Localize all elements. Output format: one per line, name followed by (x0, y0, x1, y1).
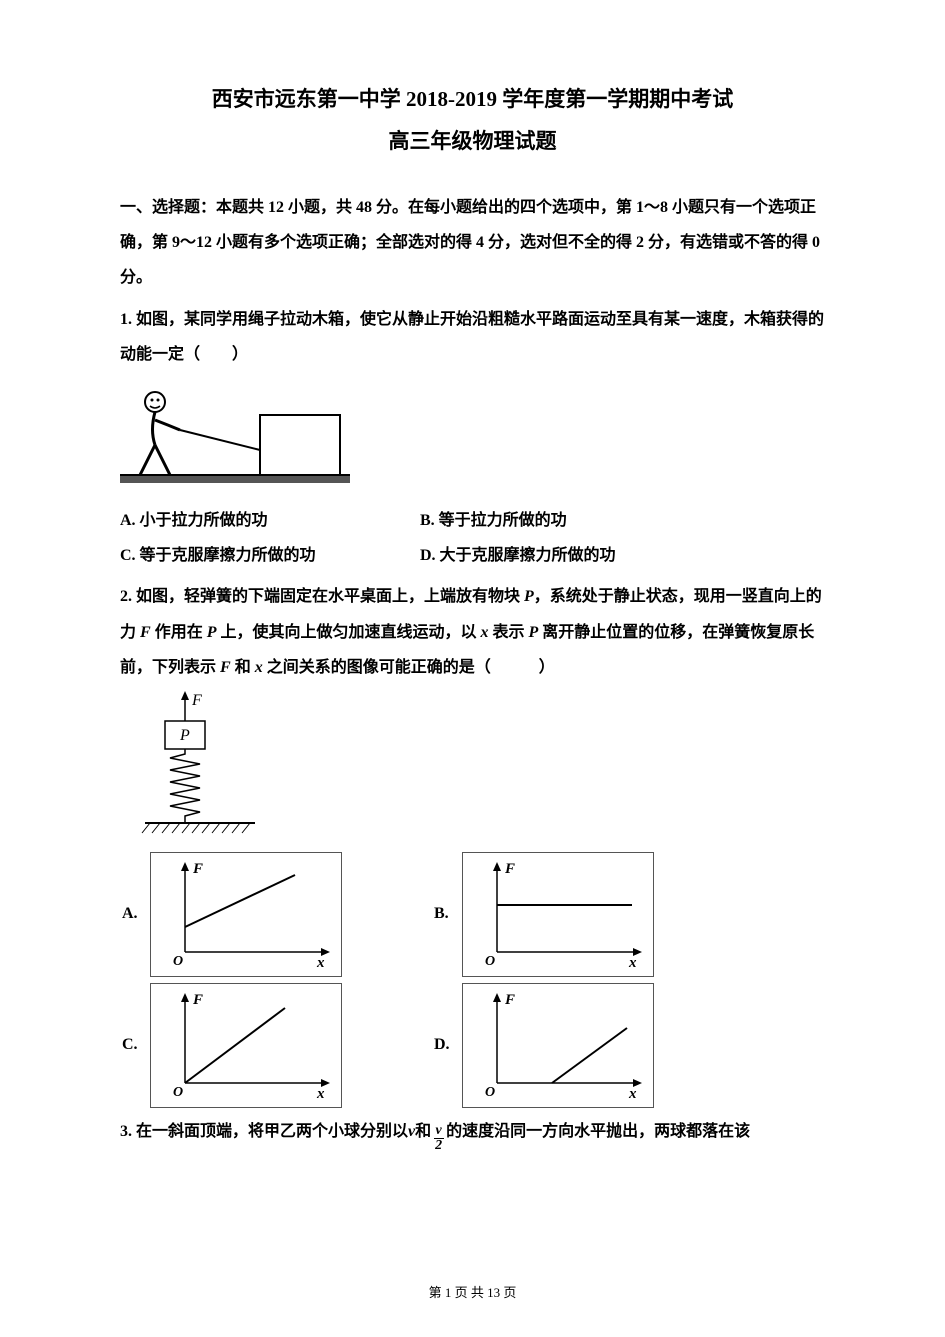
graphD-ylabel: F (504, 992, 515, 1008)
q2-graph-C-box: F x O (150, 983, 342, 1108)
q2-text3: 作用在 (151, 624, 207, 641)
q2-stem: 2. 如图，轻弹簧的下端固定在水平桌面上，上端放有物块 P，系统处于静止状态，现… (120, 579, 825, 685)
page-footer: 第 1 页 共 13 页 (0, 1282, 945, 1301)
q2-P1: P (524, 588, 534, 605)
q2-optD-label: D. (432, 1036, 462, 1054)
q1-options-row2: C. 等于克服摩擦力所做的功 D. 大于克服摩擦力所做的功 (120, 538, 825, 573)
q2-graph-D-box: F x O (462, 983, 654, 1108)
q2-graph-C-svg: F x O (155, 988, 335, 1098)
q2-x2: x (255, 659, 263, 676)
q2-text7: 和 (231, 659, 255, 676)
graphB-origin: O (485, 954, 495, 967)
q2-graph-C-cell: C. F x O (120, 983, 342, 1108)
q2-graph-B-cell: B. F x O (432, 852, 654, 977)
q2-graph-A-svg: F x O (155, 857, 335, 967)
q2-graph-D-cell: D. F x O (432, 983, 654, 1108)
q2-graph-A-cell: A. F x O (120, 852, 342, 977)
q3-text1: 3. 在一斜面顶端，将甲乙两个小球分别以 (120, 1114, 408, 1149)
graphC-ylabel: F (192, 992, 203, 1008)
q2-graph-A-box: F x O (150, 852, 342, 977)
graphA-xlabel: x (316, 955, 325, 967)
q2-graph-row2: C. F x O D. F x O (120, 983, 825, 1108)
spring-P-label: P (179, 727, 190, 744)
q3-text3: 的速度沿同一方向水平抛出，两球都落在该 (446, 1114, 750, 1149)
graphD-xlabel: x (628, 1086, 637, 1098)
q1-optD: D. 大于克服摩擦力所做的功 (420, 538, 825, 573)
q1-stem: 1. 如图，某同学用绳子拉动木箱，使它从静止开始沿粗糙水平路面运动至具有某一速度… (120, 302, 825, 372)
graphD-origin: O (485, 1085, 495, 1098)
q2-graph-row1: A. F x O B. F x O (120, 852, 825, 977)
graphB-ylabel: F (504, 861, 515, 877)
graphC-xlabel: x (316, 1086, 325, 1098)
q1-figure (120, 380, 825, 495)
q1-options-row1: A. 小于拉力所做的功 B. 等于拉力所做的功 (120, 503, 825, 538)
spring-F-label: F (191, 692, 202, 709)
q2-P3: P (529, 624, 539, 641)
q2-optC-label: C. (120, 1036, 150, 1054)
graphA-ylabel: F (192, 861, 203, 877)
q2-F1: F (140, 624, 151, 641)
q2-graph-B-box: F x O (462, 852, 654, 977)
exam-title-line2: 高三年级物理试题 (120, 120, 825, 162)
graphB-xlabel: x (628, 955, 637, 967)
q2-spring-figure: F P (140, 691, 825, 846)
q1-svg (120, 380, 350, 490)
q2-optA-label: A. (120, 905, 150, 923)
q2-text5: 表示 (489, 624, 529, 641)
section1-header: 一、选择题：本题共 12 小题，共 48 分。在每小题给出的四个选项中，第 1～… (120, 190, 825, 296)
q3-stem: 3. 在一斜面顶端，将甲乙两个小球分别以 v 和 v 2 的速度沿同一方向水平抛… (120, 1114, 825, 1155)
q1-optC: C. 等于克服摩擦力所做的功 (120, 538, 420, 573)
q2-F2: F (220, 659, 231, 676)
exam-title-line1: 西安市远东第一中学 2018-2019 学年度第一学期期中考试 (120, 78, 825, 120)
q2-graph-D-svg: F x O (467, 988, 647, 1098)
q1-optB: B. 等于拉力所做的功 (420, 503, 825, 538)
q2-graph-B-svg: F x O (467, 857, 647, 967)
q2-x1: x (481, 624, 489, 641)
q3-frac-num: v (434, 1124, 444, 1139)
q3-text2: 和 (415, 1114, 431, 1149)
q2-spring-svg: F P (140, 691, 260, 841)
q2-text1: 2. 如图，轻弹簧的下端固定在水平桌面上，上端放有物块 (120, 588, 524, 605)
q2-text4: 上，使其向上做匀加速直线运动，以 (216, 624, 480, 641)
q2-text8: 之间关系的图像可能正确的是（ ） (263, 659, 555, 676)
q2-optB-label: B. (432, 905, 462, 923)
q3-frac-den: 2 (433, 1139, 444, 1153)
q3-fraction: v 2 (433, 1124, 444, 1153)
q3-v: v (408, 1114, 415, 1149)
graphC-origin: O (173, 1085, 183, 1098)
q1-optA: A. 小于拉力所做的功 (120, 503, 420, 538)
graphA-origin: O (173, 954, 183, 967)
